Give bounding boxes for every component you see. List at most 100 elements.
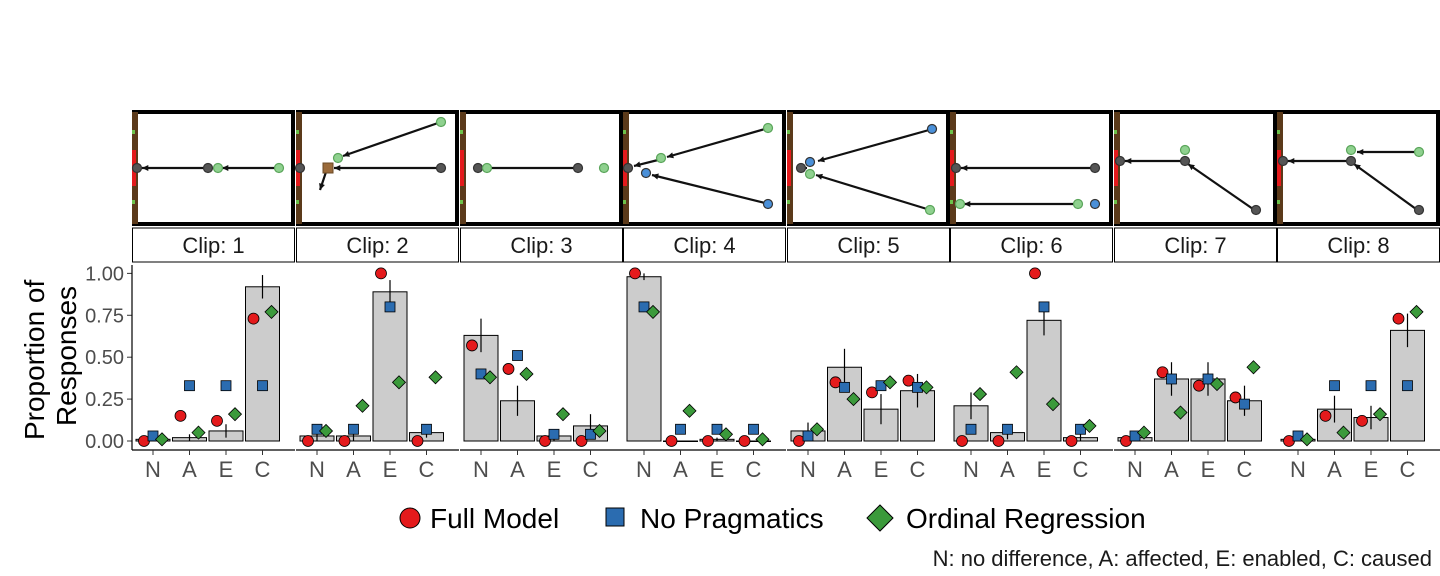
point-ordinal-regression-A bbox=[191, 425, 206, 440]
legend-no-pragmatics-label: No Pragmatics bbox=[640, 503, 824, 534]
point-no-pragmatics-N bbox=[965, 423, 977, 435]
path-arrow bbox=[817, 128, 930, 163]
x-tick-label-A: A bbox=[673, 457, 688, 482]
arrow-head bbox=[818, 156, 825, 163]
ball bbox=[131, 162, 143, 174]
strip-label-clip-4: Clip: 4 bbox=[673, 233, 735, 258]
x-tick-label-N: N bbox=[1290, 457, 1306, 482]
point-full-model-E bbox=[1193, 379, 1205, 392]
x-tick-label-E: E bbox=[710, 457, 725, 482]
strip-label-clip-3: Clip: 3 bbox=[510, 233, 572, 258]
point-ordinal-regression-A bbox=[682, 403, 697, 418]
x-tick-label-A: A bbox=[510, 457, 525, 482]
arrow-head bbox=[964, 200, 971, 208]
point-full-model-A bbox=[502, 363, 515, 375]
point-ordinal-regression-N bbox=[482, 370, 498, 385]
point-full-model-C bbox=[247, 312, 260, 325]
y-tick-label: 0.50 bbox=[85, 347, 124, 369]
arrow-head bbox=[816, 173, 823, 180]
ball bbox=[1277, 155, 1289, 167]
y-axis: 0.00 0.25 0.50 0.75 1.00 bbox=[85, 263, 133, 453]
path-arrow bbox=[651, 173, 766, 205]
x-tick-label-N: N bbox=[800, 457, 816, 482]
point-no-pragmatics-N bbox=[475, 368, 487, 380]
point-ordinal-regression-C bbox=[1246, 360, 1261, 375]
point-ordinal-regression-N bbox=[318, 423, 334, 439]
ball bbox=[1250, 204, 1262, 216]
clip-diagram-7 bbox=[1114, 110, 1277, 226]
y-tick-label: 0.75 bbox=[85, 305, 124, 327]
ball bbox=[1089, 162, 1101, 174]
box-object bbox=[322, 162, 334, 174]
x-tick-label-A: A bbox=[1327, 457, 1342, 482]
x-tick-label-E: E bbox=[1037, 457, 1052, 482]
category-caption: N: no difference, A: affected, E: enable… bbox=[933, 546, 1432, 571]
point-ordinal-regression-C bbox=[428, 370, 443, 385]
point-no-pragmatics-C bbox=[421, 423, 432, 435]
bar-A bbox=[500, 400, 535, 442]
clip-diagram-2 bbox=[294, 110, 459, 226]
point-ordinal-regression-C bbox=[264, 304, 279, 319]
point-no-pragmatics-E bbox=[875, 380, 887, 392]
point-full-model-E bbox=[211, 414, 223, 427]
ball bbox=[294, 162, 306, 174]
point-no-pragmatics-C bbox=[1239, 398, 1250, 410]
ball bbox=[1345, 144, 1357, 156]
legend-full-model-marker bbox=[399, 507, 421, 529]
path-arrow bbox=[666, 127, 766, 159]
goal-marker bbox=[787, 150, 791, 186]
point-no-pragmatics-A bbox=[839, 381, 850, 393]
strip-label-clip-8: Clip: 8 bbox=[1327, 233, 1389, 258]
x-tick-label-N: N bbox=[473, 457, 489, 482]
strip-label-clip-7: Clip: 7 bbox=[1164, 233, 1226, 258]
point-no-pragmatics-E bbox=[548, 428, 560, 440]
strip-box-clip-6 bbox=[950, 227, 1113, 263]
y-axis-title-line-2: Responses bbox=[51, 286, 82, 426]
bar-A bbox=[663, 440, 698, 442]
arrow-head bbox=[142, 164, 149, 172]
goal-post-bottom bbox=[623, 200, 626, 204]
point-no-pragmatics-A bbox=[184, 380, 195, 392]
bar-E bbox=[372, 291, 408, 442]
ball bbox=[1345, 155, 1357, 167]
x-tick-label-E: E bbox=[1364, 457, 1379, 482]
point-full-model-E bbox=[866, 386, 878, 399]
point-no-pragmatics-E bbox=[711, 423, 723, 435]
point-ordinal-regression-A bbox=[1173, 405, 1188, 420]
point-no-pragmatics-A bbox=[1166, 373, 1177, 385]
point-ordinal-regression-E bbox=[1045, 397, 1061, 412]
point-no-pragmatics-C bbox=[1402, 380, 1413, 392]
goal-post-top bbox=[132, 130, 135, 134]
point-no-pragmatics-C bbox=[748, 423, 759, 435]
ball bbox=[1413, 204, 1425, 216]
goal-post-bottom bbox=[1114, 200, 1117, 204]
x-tick-label-C: C bbox=[910, 457, 926, 482]
bar-C bbox=[736, 440, 771, 442]
clip-diagram-1 bbox=[131, 110, 295, 226]
point-no-pragmatics-C bbox=[1075, 423, 1086, 435]
point-ordinal-regression-N bbox=[1136, 425, 1152, 440]
x-tick-label-C: C bbox=[419, 457, 435, 482]
x-tick-label-C: C bbox=[1073, 457, 1089, 482]
legend-ordinal-regression-marker bbox=[866, 504, 894, 532]
ball bbox=[472, 162, 484, 174]
ball bbox=[795, 162, 807, 174]
ball bbox=[212, 162, 224, 174]
point-ordinal-regression-N bbox=[154, 432, 170, 447]
point-full-model-A bbox=[1319, 409, 1332, 422]
y-tick-label: 1.00 bbox=[85, 263, 124, 285]
arrow-head bbox=[1125, 157, 1132, 165]
goal-post-bottom bbox=[950, 200, 953, 204]
ball bbox=[622, 162, 634, 174]
ball bbox=[924, 204, 936, 216]
ball bbox=[1089, 198, 1101, 210]
point-full-model-A bbox=[992, 435, 1005, 447]
arrow-head bbox=[961, 164, 968, 172]
x-tick-label-C: C bbox=[583, 457, 599, 482]
strip-label-clip-6: Clip: 6 bbox=[1000, 233, 1062, 258]
point-no-pragmatics-N bbox=[147, 430, 159, 442]
ball bbox=[804, 168, 816, 180]
